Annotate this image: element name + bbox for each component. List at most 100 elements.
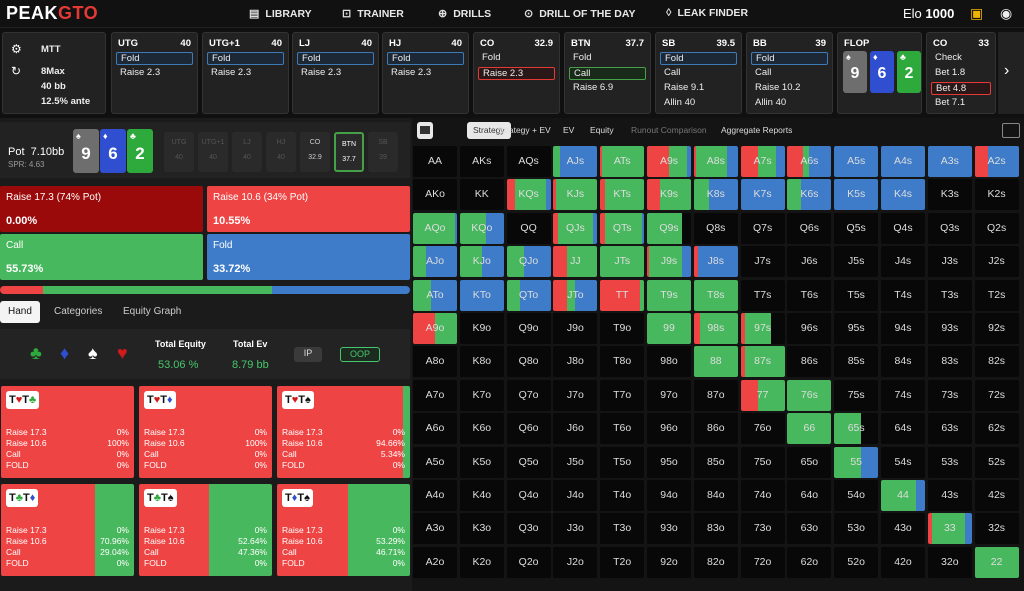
action-box-1[interactable]: Raise 10.6 (34% Pot) 10.55% [207,186,410,232]
hand-cell-K6s[interactable]: K6s [787,179,832,211]
seat-lj[interactable]: LJ 40 [232,132,262,172]
combo-card[interactable]: T♥T♣ Raise 17.3 0% Raise 10.6 100% Call 0% FOLD… [1,386,134,478]
hand-cell-22[interactable]: 22 [974,546,1019,578]
hand-cell-K5s[interactable]: K5s [834,179,879,211]
hand-cell-Q7o[interactable]: Q7o [506,379,551,411]
spade-suit-icon[interactable]: ♠ [88,343,98,363]
hand-cell-Q5o[interactable]: Q5o [506,446,551,478]
hand-cell-T8o[interactable]: T8o [600,346,645,378]
hand-cell-T9s[interactable]: T9s [647,279,691,311]
hand-cell-76s[interactable]: 76s [787,379,832,411]
hand-cell-82s[interactable]: 82s [974,346,1019,378]
hand-cell-KTs[interactable]: KTs [600,179,645,211]
gear-icon[interactable]: ⚙ [11,42,22,56]
hand-cell-43s[interactable]: 43s [927,480,972,511]
hand-cell-K7o[interactable]: K7o [459,379,504,411]
action-box-3[interactable]: Fold 33.72% [207,234,410,280]
hand-cell-96o[interactable]: 96o [647,413,691,445]
hand-cell-96s[interactable]: 96s [787,313,832,344]
tab-hand[interactable]: Hand [0,301,40,323]
hand-cell-97o[interactable]: 97o [647,379,691,411]
settings-card[interactable]: ⚙ ↻ MTT 8Max 40 bb 12.5% ante [2,32,106,114]
hand-cell-A6o[interactable]: A6o [413,413,457,445]
seat-co[interactable]: CO 32.9 [300,132,330,172]
bookmark-icon[interactable] [1002,123,1020,138]
hand-cell-K2o[interactable]: K2o [459,546,504,578]
combo-card[interactable]: T♣T♦ Raise 17.3 0% Raise 10.6 70.96% Call 29.0… [1,484,134,576]
hand-cell-J5o[interactable]: J5o [553,446,598,478]
action-option[interactable]: Raise 6.9 [573,82,614,93]
action-option[interactable]: Fold [751,52,828,65]
hand-cell-A9s[interactable]: A9s [647,146,691,177]
hand-cell-98s[interactable]: 98s [693,313,738,344]
action-option[interactable]: Raise 2.3 [391,67,432,78]
hand-cell-AKs[interactable]: AKs [459,146,504,177]
hand-cell-T4s[interactable]: T4s [881,279,925,311]
hand-cell-Q3o[interactable]: Q3o [506,513,551,545]
hand-cell-84o[interactable]: 84o [693,480,738,511]
hand-cell-K8o[interactable]: K8o [459,346,504,378]
tab-strategy[interactable]: Strategy [467,122,511,139]
hand-cell-A8s[interactable]: A8s [693,146,738,177]
hand-cell-J9o[interactable]: J9o [553,313,598,344]
hand-cell-Q8s[interactable]: Q8s [693,212,738,244]
ip-button[interactable]: IP [294,347,322,362]
action-option[interactable]: Raise 2.3 [478,67,555,80]
hand-cell-A3s[interactable]: A3s [927,146,972,177]
hand-cell-ATs[interactable]: ATs [600,146,645,177]
hand-cell-Q4o[interactable]: Q4o [506,480,551,511]
hand-cell-JTs[interactable]: JTs [600,246,645,278]
action-box-0[interactable]: Raise 17.3 (74% Pot) 0.00% [0,186,203,232]
hand-cell-73o[interactable]: 73o [740,513,785,545]
action-option[interactable]: Fold [207,52,284,65]
seat-utg[interactable]: UTG 40 [164,132,194,172]
hand-cell-Q8o[interactable]: Q8o [506,346,551,378]
action-option[interactable]: Bet 1.8 [935,67,966,78]
hand-cell-AQs[interactable]: AQs [506,146,551,177]
hand-cell-QQ[interactable]: QQ [506,212,551,244]
combo-card[interactable]: T♣T♠ Raise 17.3 0% Raise 10.6 52.64% Call 47.3… [139,484,272,576]
hand-cell-42o[interactable]: 42o [881,546,925,578]
hand-cell-T8s[interactable]: T8s [693,279,738,311]
hand-cell-98o[interactable]: 98o [647,346,691,378]
action-option[interactable]: Raise 2.3 [120,67,161,78]
hand-cell-AQo[interactable]: AQo [413,212,457,244]
seat-utgp1[interactable]: UTG+1 40 [198,132,228,172]
hand-cell-AJs[interactable]: AJs [553,146,598,177]
hand-cell-K9s[interactable]: K9s [647,179,691,211]
hand-cell-J9s[interactable]: J9s [647,246,691,278]
tab-ev[interactable]: EV [563,125,575,135]
hand-cell-KQs[interactable]: KQs [506,179,551,211]
combo-card[interactable]: T♥T♠ Raise 17.3 0% Raise 10.6 94.66% Call 5.34… [277,386,410,478]
hand-cell-K9o[interactable]: K9o [459,313,504,344]
action-option[interactable]: Fold [482,52,501,63]
tab-equity-graph[interactable]: Equity Graph [123,306,182,317]
nav-trainer[interactable]: ⊡ TRAINER [342,7,404,21]
hand-cell-33[interactable]: 33 [927,513,972,545]
tab-aggregate-reports[interactable]: Aggregate Reports [721,125,793,135]
hand-cell-A2o[interactable]: A2o [413,546,457,578]
hand-cell-K8s[interactable]: K8s [693,179,738,211]
logo[interactable]: PEAKGTO [6,3,99,23]
position-card-bb[interactable]: BB 39 Fold Call Raise 10.2 Allin 40 [746,32,833,114]
hand-cell-87o[interactable]: 87o [693,379,738,411]
action-option[interactable]: Call [569,67,646,80]
hand-cell-A4o[interactable]: A4o [413,480,457,511]
hand-cell-J4o[interactable]: J4o [553,480,598,511]
hand-cell-64o[interactable]: 64o [787,480,832,511]
action-option[interactable]: Raise 2.3 [301,67,342,78]
hand-cell-QJs[interactable]: QJs [553,212,598,244]
position-card-co[interactable]: CO 32.9 Fold Raise 2.3 [473,32,560,114]
hand-cell-J4s[interactable]: J4s [881,246,925,278]
hand-cell-T7s[interactable]: T7s [740,279,785,311]
nav-drill-of-the-day[interactable]: ⊙ DRILL OF THE DAY [524,7,636,21]
hand-cell-62o[interactable]: 62o [787,546,832,578]
hand-cell-A8o[interactable]: A8o [413,346,457,378]
chat-icon[interactable]: ▣ [970,5,984,21]
hand-cell-K2s[interactable]: K2s [974,179,1019,211]
hand-cell-97s[interactable]: 97s [740,313,785,344]
hand-cell-A3o[interactable]: A3o [413,513,457,545]
action-option[interactable]: Fold [297,52,374,65]
action-option[interactable]: Raise 10.2 [755,82,801,93]
hand-cell-KJo[interactable]: KJo [459,246,504,278]
